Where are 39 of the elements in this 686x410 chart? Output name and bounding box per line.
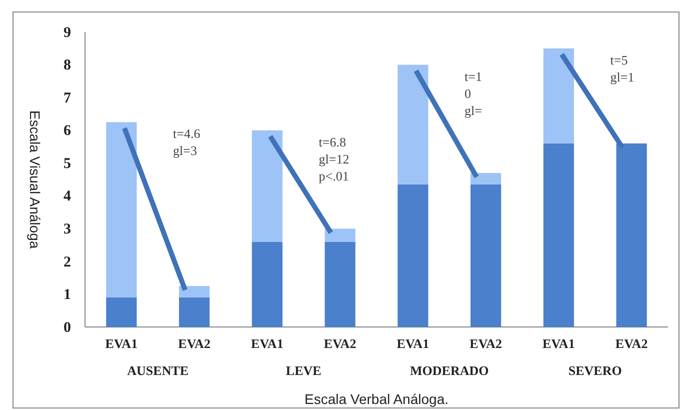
y-tick-label: 5 [64,156,71,172]
bar [106,298,137,327]
y-tick-label: 7 [64,90,72,106]
x-tick-label: EVA2 [615,336,648,352]
bar [324,242,356,327]
y-tick-label: 3 [64,221,71,238]
annotation: t=4.6 gl=3 [173,126,201,158]
annotation: t=5 gl=1 [610,52,634,84]
x-tick-label: EVA2 [178,336,210,352]
y-axis-title: Escala Visual Análoga [27,110,43,249]
bar [252,242,282,327]
text: AUSENTE [127,363,189,378]
y-tick-label: 4 [64,188,72,205]
y-tick-label: 8 [64,58,71,74]
text: SEVERO [568,363,622,378]
y-tick-label: 9 [64,24,71,41]
x-tick-label: EVA2 [324,336,356,352]
y-tick-label: 1 [64,287,71,304]
annotation: t=6.8 gl=12 p<.01 [318,134,350,184]
text: MODERADO [410,363,489,378]
bar [398,184,428,327]
bar [470,184,502,327]
x-tick-label: EVA1 [251,336,284,352]
bar [616,143,647,327]
text: LEVE [286,363,322,378]
bar [324,228,356,242]
x-axis-title: Escala Verbal Análoga. [304,391,448,407]
annotation: t=1 0 gl= [464,68,482,118]
y-tick-label: 0 [64,320,71,336]
x-tick-label: EVA1 [542,336,575,352]
bar [179,298,210,327]
y-tick-label: 2 [64,254,71,270]
x-tick-label: EVA1 [105,336,138,352]
bar [470,172,502,184]
y-tick-label: 6 [64,123,72,140]
bar [179,286,210,298]
bar [543,143,574,327]
x-tick-label: EVA2 [470,336,502,352]
x-tick-label: EVA1 [396,336,430,352]
